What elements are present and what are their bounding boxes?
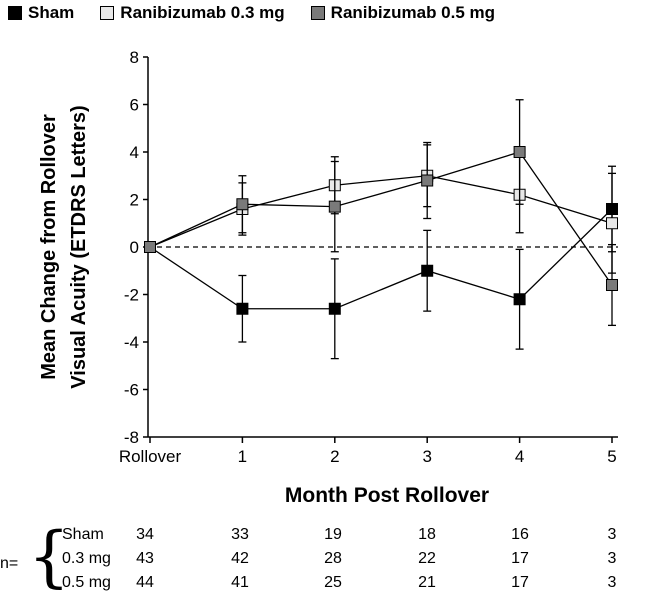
n-count-cell: 17 bbox=[511, 574, 529, 591]
legend-label-ranibizumab-05: Ranibizumab 0.5 mg bbox=[330, 3, 496, 22]
legend-label-sham: Sham bbox=[28, 3, 75, 22]
data-point-ranibizumab-05 bbox=[606, 279, 618, 291]
n-count-cell: 21 bbox=[418, 574, 436, 591]
data-point-sham bbox=[236, 302, 249, 315]
x-tick-label: 3 bbox=[422, 447, 431, 466]
n-count-cell: 18 bbox=[418, 526, 436, 543]
n-count-cell: 44 bbox=[136, 574, 154, 591]
line-chart: -8 -6 -4 -2 0 2 4 6 8 Rollover 1 2 3 4 5 Month Post Rol… bbox=[38, 48, 618, 507]
n-label: n= bbox=[0, 555, 19, 572]
data-point-sham bbox=[421, 264, 434, 277]
x-tick-label: 2 bbox=[330, 447, 339, 466]
data-point-sham bbox=[513, 293, 526, 306]
x-axis-label: Month Post Rollover bbox=[285, 484, 489, 507]
n-count-cell: 33 bbox=[231, 526, 249, 543]
data-point-ranibizumab-05 bbox=[421, 174, 434, 187]
y-tick-label: -8 bbox=[124, 428, 139, 447]
n-count-cell: 34 bbox=[136, 526, 154, 543]
n-count-cell: 3 bbox=[607, 574, 617, 591]
data-point-ranibizumab-05 bbox=[236, 198, 249, 211]
n-row-label: Sham bbox=[62, 526, 104, 543]
n-count-cell: 42 bbox=[231, 550, 249, 567]
x-tick-label: 1 bbox=[238, 447, 247, 466]
n-count-cell: 41 bbox=[231, 574, 249, 591]
y-tick-label: 6 bbox=[130, 96, 139, 115]
y-tick-label: -4 bbox=[124, 333, 139, 352]
legend-item-ranibizumab-03: Ranibizumab 0.3 mg bbox=[100, 3, 285, 23]
data-point-ranibizumab-05 bbox=[328, 200, 341, 213]
n-count-cell: 28 bbox=[324, 550, 342, 567]
n-table: n= { Sham 34 33 19 18 16 3 0.3 mg 43 42 28 22 17 3 0.5… bbox=[0, 520, 653, 606]
data-point-ranibizumab-03 bbox=[606, 217, 618, 230]
n-count-cell: 3 bbox=[607, 526, 617, 543]
legend-item-ranibizumab-05: Ranibizumab 0.5 mg bbox=[310, 3, 496, 23]
x-tick-label: Rollover bbox=[119, 447, 182, 466]
legend-label-ranibizumab-03: Ranibizumab 0.3 mg bbox=[120, 3, 285, 22]
legend-swatch-sham bbox=[8, 6, 22, 20]
y-tick-label: 0 bbox=[130, 238, 139, 257]
n-count-cell: 16 bbox=[511, 526, 529, 543]
y-tick-label: 2 bbox=[130, 191, 139, 210]
data-point-ranibizumab-05 bbox=[513, 146, 526, 158]
n-count-cell: 17 bbox=[511, 550, 529, 567]
n-count-cell: 43 bbox=[136, 550, 154, 567]
legend-item-sham: Sham bbox=[8, 3, 74, 23]
y-tick-label: 8 bbox=[130, 48, 139, 67]
y-tick-label: -6 bbox=[124, 381, 139, 400]
n-count-cell: 19 bbox=[324, 526, 342, 543]
n-count-cell: 25 bbox=[324, 574, 342, 591]
n-count-cell: 22 bbox=[418, 550, 436, 567]
n-row-label: 0.3 mg bbox=[62, 550, 111, 567]
n-row-label: 0.5 mg bbox=[62, 574, 111, 591]
y-tick-label: -2 bbox=[124, 286, 139, 305]
legend-swatch-ranibizumab-03 bbox=[100, 6, 115, 20]
y-axis-label-line: Visual Acuity (ETDRS Letters) bbox=[68, 105, 90, 388]
brace-icon: { bbox=[28, 518, 70, 595]
legend: Sham Ranibizumab 0.3 mg Ranibizumab 0.5 … bbox=[8, 3, 495, 23]
series-line-ranibizumab-03 bbox=[149, 175, 613, 248]
data-point-sham bbox=[328, 302, 341, 315]
x-tick-label: 5 bbox=[607, 447, 616, 466]
y-tick-label: 4 bbox=[130, 143, 139, 162]
data-point-ranibizumab-05 bbox=[144, 241, 156, 253]
x-tick-label: 4 bbox=[515, 447, 524, 466]
n-count-cell: 3 bbox=[607, 550, 617, 567]
legend-swatch-ranibizumab-05 bbox=[310, 6, 325, 20]
series-line-sham bbox=[149, 208, 613, 310]
y-axis-label-line: Mean Change from Rollover bbox=[38, 114, 60, 380]
series-line-ranibizumab-05 bbox=[149, 151, 613, 286]
